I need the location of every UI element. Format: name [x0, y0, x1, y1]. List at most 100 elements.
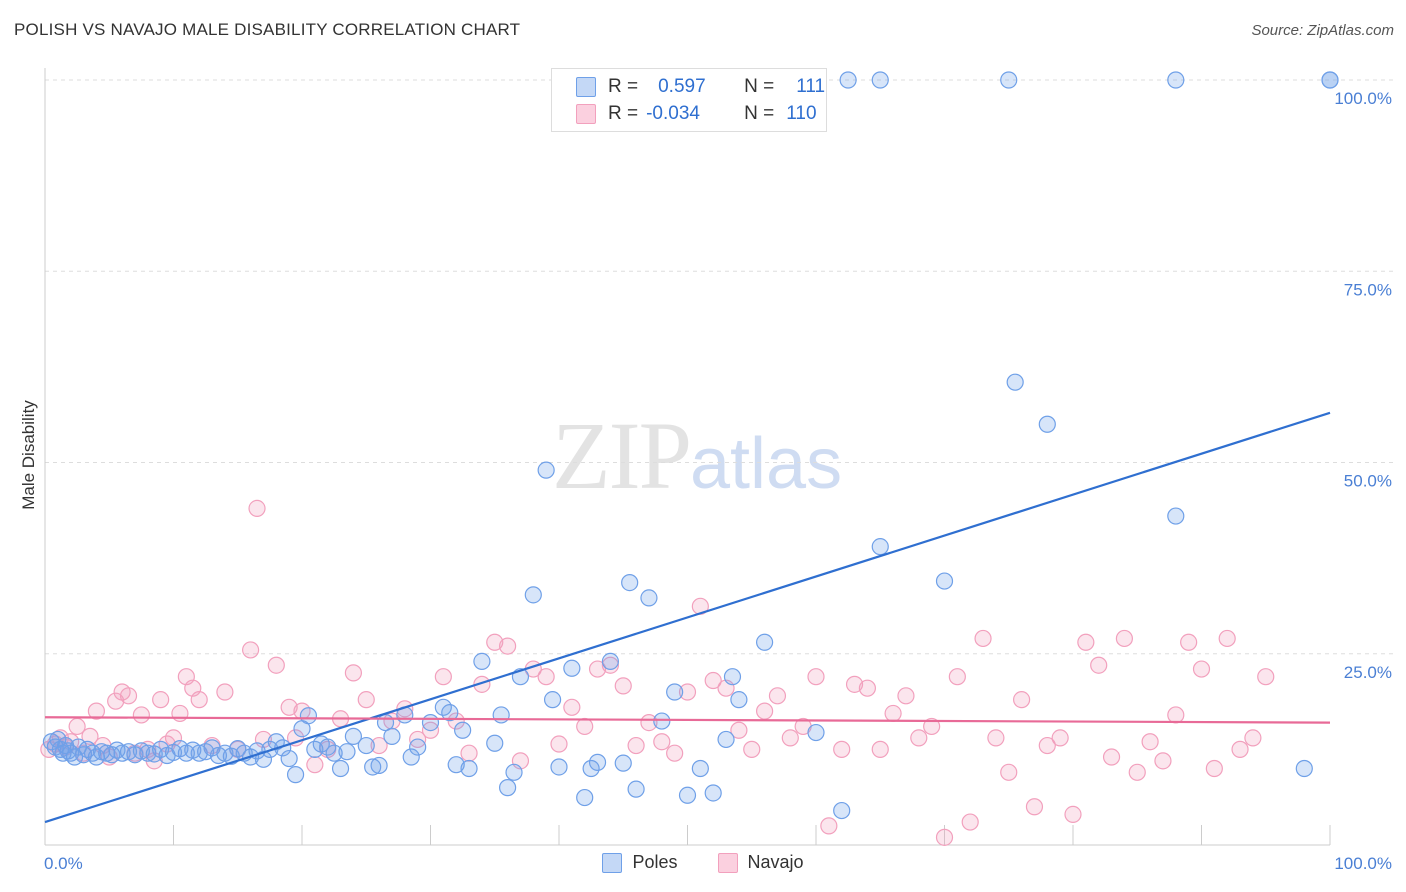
data-point-poles: [357, 736, 375, 755]
data-point-navajo: [987, 729, 1005, 747]
data-point-navajo: [627, 736, 645, 755]
series-legend: Poles Navajo: [0, 852, 1406, 873]
data-point-poles: [588, 753, 607, 771]
data-point-poles: [447, 756, 465, 774]
data-point-navajo: [1051, 729, 1069, 747]
data-point-navajo: [1231, 740, 1249, 758]
data-point-navajo: [1141, 733, 1159, 751]
data-point-navajo: [1192, 660, 1211, 678]
data-point-navajo: [704, 671, 722, 690]
data-point-navajo: [948, 668, 966, 686]
data-point-navajo: [119, 687, 138, 705]
data-point-navajo: [306, 756, 324, 774]
data-point-poles: [409, 738, 427, 756]
data-point-navajo: [781, 729, 799, 747]
watermark-zip: ZIP: [552, 402, 692, 509]
y-tick-label: 25.0%: [1344, 663, 1392, 682]
data-point-navajo: [1244, 729, 1262, 747]
data-point-poles: [486, 734, 504, 752]
data-point-navajo: [884, 704, 902, 723]
data-point-navajo: [601, 656, 620, 674]
data-point-poles: [280, 749, 298, 768]
y-tick-label: 50.0%: [1344, 472, 1392, 491]
data-point-poles: [364, 758, 382, 776]
data-point-poles: [871, 538, 889, 556]
data-point-navajo: [216, 683, 234, 701]
data-point-poles: [678, 786, 697, 804]
data-point-navajo: [434, 668, 452, 686]
data-point-navajo: [87, 702, 106, 720]
legend-row-poles: R = 0.597 N = 111: [576, 75, 825, 99]
data-point-navajo: [1012, 691, 1031, 709]
data-point-poles: [499, 779, 517, 797]
data-point-navajo: [974, 629, 992, 648]
data-point-poles: [319, 738, 337, 756]
series-navajo: [40, 499, 1275, 846]
watermark-atlas: atlas: [690, 424, 843, 504]
data-point-navajo: [730, 721, 748, 739]
chart-title: POLISH VS NAVAJO MALE DISABILITY CORRELA…: [14, 20, 521, 39]
y-tick-label: 75.0%: [1344, 280, 1392, 299]
trend-line-navajo: [44, 716, 1331, 724]
data-point-navajo: [1218, 629, 1236, 648]
data-point-poles: [563, 659, 581, 677]
data-point-navajo: [267, 656, 285, 674]
data-point-navajo: [107, 692, 125, 710]
data-point-navajo: [1025, 798, 1044, 816]
legend-n-value: 111: [796, 76, 826, 97]
data-point-navajo: [833, 740, 851, 758]
data-point-poles: [621, 574, 639, 592]
data-point-navajo: [1102, 748, 1121, 766]
data-point-navajo: [1064, 805, 1082, 824]
data-point-poles: [370, 756, 388, 775]
data-point-navajo: [152, 691, 170, 709]
data-point-navajo: [280, 698, 298, 716]
data-point-poles: [383, 727, 401, 745]
data-point-poles: [473, 652, 491, 671]
data-point-navajo: [1000, 763, 1018, 781]
data-point-poles: [691, 759, 709, 778]
x-tick-label: 0.0%: [44, 854, 83, 873]
data-point-navajo: [576, 717, 594, 736]
data-point-navajo: [755, 702, 774, 720]
data-point-poles: [653, 712, 671, 730]
y-tick-label: 100.0%: [1334, 89, 1392, 108]
data-point-navajo: [666, 744, 684, 762]
data-point-navajo: [588, 660, 607, 678]
trend-line-poles: [44, 411, 1331, 824]
data-point-poles: [614, 754, 632, 772]
trend-lines: [44, 411, 1331, 824]
data-point-poles: [338, 743, 356, 761]
watermark: ZIPatlas: [552, 400, 842, 511]
data-point-poles: [113, 744, 131, 762]
data-point-poles: [935, 572, 954, 590]
data-point-navajo: [871, 740, 889, 758]
data-point-poles: [421, 713, 440, 732]
data-point-poles: [576, 788, 594, 807]
data-point-poles: [152, 740, 170, 758]
data-point-poles: [460, 759, 478, 778]
legend-n-value: 110: [786, 103, 817, 124]
data-point-navajo: [537, 668, 555, 686]
data-point-navajo: [1205, 759, 1223, 778]
data-point-navajo: [807, 668, 825, 686]
data-point-navajo: [396, 700, 414, 718]
correlation-legend: R = 0.597 N = 111 R = -0.034 N = 110: [551, 68, 827, 132]
data-point-navajo: [563, 698, 581, 716]
data-point-navajo: [550, 735, 568, 753]
legend-swatch-navajo: [717, 852, 738, 873]
data-point-navajo: [653, 733, 671, 751]
data-point-poles: [1006, 373, 1024, 391]
data-point-navajo: [499, 637, 517, 655]
data-point-navajo: [486, 633, 504, 651]
data-point-poles: [704, 784, 722, 802]
data-point-poles: [1295, 759, 1313, 778]
legend-swatch-poles: [602, 852, 623, 873]
data-point-poles: [190, 744, 208, 762]
data-point-navajo: [344, 664, 362, 682]
data-point-navajo: [132, 706, 150, 724]
data-point-navajo: [820, 817, 838, 835]
data-point-navajo: [1154, 752, 1172, 770]
data-point-navajo: [845, 675, 864, 693]
data-point-poles: [723, 668, 742, 686]
